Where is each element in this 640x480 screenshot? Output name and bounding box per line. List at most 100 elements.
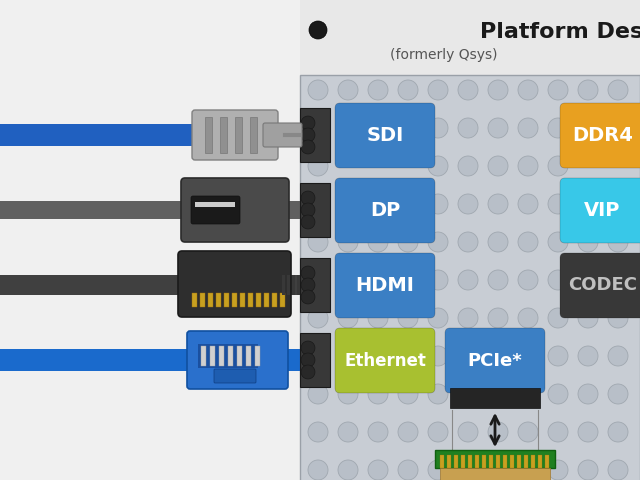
Circle shape bbox=[428, 460, 448, 480]
Circle shape bbox=[398, 422, 418, 442]
Circle shape bbox=[458, 156, 478, 176]
Circle shape bbox=[301, 191, 315, 205]
Circle shape bbox=[428, 232, 448, 252]
Circle shape bbox=[578, 384, 598, 404]
Bar bbox=[208, 293, 213, 307]
Bar bbox=[300, 75, 640, 480]
Circle shape bbox=[338, 384, 358, 404]
Bar bbox=[524, 455, 528, 468]
Circle shape bbox=[578, 422, 598, 442]
Bar bbox=[228, 346, 233, 366]
Circle shape bbox=[301, 116, 315, 130]
Circle shape bbox=[458, 232, 478, 252]
Circle shape bbox=[338, 232, 358, 252]
Circle shape bbox=[308, 156, 328, 176]
Bar bbox=[440, 468, 550, 480]
Bar bbox=[255, 346, 260, 366]
Bar bbox=[282, 275, 285, 295]
Circle shape bbox=[301, 128, 315, 142]
Bar bbox=[489, 455, 493, 468]
Bar bbox=[447, 455, 451, 468]
FancyBboxPatch shape bbox=[560, 103, 640, 168]
Circle shape bbox=[518, 270, 538, 290]
Bar bbox=[250, 117, 257, 153]
Bar bbox=[216, 293, 221, 307]
Circle shape bbox=[458, 80, 478, 100]
Circle shape bbox=[548, 156, 568, 176]
Bar bbox=[198, 344, 258, 368]
Bar bbox=[220, 117, 227, 153]
Circle shape bbox=[428, 270, 448, 290]
FancyBboxPatch shape bbox=[560, 253, 640, 318]
Circle shape bbox=[548, 118, 568, 138]
Bar bbox=[440, 455, 444, 468]
FancyBboxPatch shape bbox=[560, 178, 640, 243]
Bar bbox=[224, 293, 229, 307]
Text: Ethernet: Ethernet bbox=[344, 351, 426, 370]
Circle shape bbox=[518, 118, 538, 138]
Bar bbox=[517, 455, 521, 468]
Circle shape bbox=[488, 194, 508, 214]
Bar bbox=[300, 183, 330, 237]
Circle shape bbox=[608, 460, 628, 480]
Circle shape bbox=[338, 422, 358, 442]
Circle shape bbox=[309, 21, 327, 39]
Circle shape bbox=[308, 80, 328, 100]
Circle shape bbox=[518, 460, 538, 480]
Bar bbox=[482, 455, 486, 468]
Bar bbox=[210, 346, 215, 366]
Circle shape bbox=[578, 460, 598, 480]
Bar bbox=[0, 275, 300, 295]
Text: DP: DP bbox=[370, 201, 400, 220]
Text: PCIe*: PCIe* bbox=[468, 351, 522, 370]
Circle shape bbox=[428, 422, 448, 442]
Bar bbox=[0, 349, 300, 371]
Bar bbox=[300, 333, 330, 387]
FancyBboxPatch shape bbox=[192, 110, 278, 160]
Bar bbox=[232, 293, 237, 307]
Circle shape bbox=[428, 156, 448, 176]
Circle shape bbox=[488, 118, 508, 138]
Circle shape bbox=[488, 80, 508, 100]
Circle shape bbox=[548, 232, 568, 252]
Circle shape bbox=[488, 308, 508, 328]
Bar bbox=[503, 455, 507, 468]
Bar bbox=[0, 124, 300, 146]
Circle shape bbox=[301, 341, 315, 355]
Bar bbox=[468, 455, 472, 468]
FancyBboxPatch shape bbox=[214, 369, 256, 383]
Circle shape bbox=[518, 194, 538, 214]
Circle shape bbox=[368, 232, 388, 252]
Circle shape bbox=[368, 308, 388, 328]
Circle shape bbox=[368, 384, 388, 404]
Bar bbox=[297, 275, 300, 295]
Circle shape bbox=[458, 422, 478, 442]
Text: DDR4: DDR4 bbox=[572, 126, 633, 145]
Circle shape bbox=[368, 422, 388, 442]
FancyBboxPatch shape bbox=[335, 103, 435, 168]
Circle shape bbox=[458, 270, 478, 290]
Circle shape bbox=[308, 194, 328, 214]
FancyBboxPatch shape bbox=[263, 123, 302, 147]
Bar bbox=[531, 455, 535, 468]
Circle shape bbox=[301, 353, 315, 367]
Circle shape bbox=[428, 384, 448, 404]
Bar bbox=[201, 346, 206, 366]
Circle shape bbox=[608, 422, 628, 442]
Circle shape bbox=[338, 308, 358, 328]
Text: CODEC: CODEC bbox=[568, 276, 637, 295]
Circle shape bbox=[608, 308, 628, 328]
Circle shape bbox=[308, 460, 328, 480]
Bar bbox=[192, 293, 197, 307]
Bar bbox=[545, 455, 549, 468]
Circle shape bbox=[488, 422, 508, 442]
Text: (formerly Qsys): (formerly Qsys) bbox=[390, 48, 497, 62]
Circle shape bbox=[548, 346, 568, 366]
Bar bbox=[205, 117, 212, 153]
Bar bbox=[475, 455, 479, 468]
FancyBboxPatch shape bbox=[445, 328, 545, 393]
Circle shape bbox=[428, 308, 448, 328]
Bar bbox=[248, 293, 253, 307]
Circle shape bbox=[308, 232, 328, 252]
Circle shape bbox=[428, 118, 448, 138]
